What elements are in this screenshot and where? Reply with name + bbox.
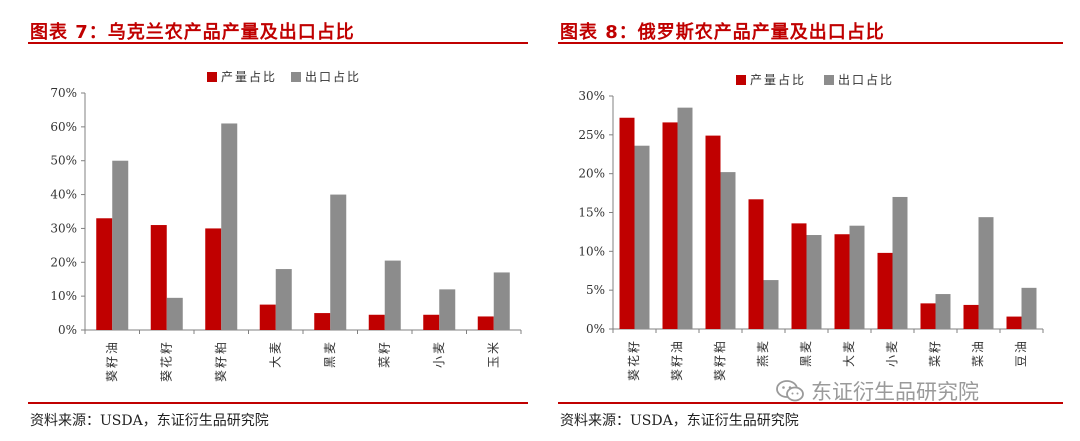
production-share-bar: [791, 223, 807, 329]
source-note: 资料来源：USDA，东证衍生品研究院: [560, 413, 799, 429]
x-category-label: 葵花籽: [158, 340, 173, 382]
right-figure-panel: 图表 8：俄罗斯农产品产量及出口占比 0% 5% 10% 15% 20% 25% 30% 葵花…: [540, 0, 1080, 441]
y-tick-label: 20%: [578, 167, 605, 181]
export-share-bar: [849, 225, 865, 329]
title-rule: [558, 42, 1063, 44]
production-share-bar: [619, 117, 635, 329]
production-share-bar: [423, 314, 440, 330]
export-share-bar: [763, 280, 779, 329]
legend-production-label: 产量占比: [750, 72, 806, 87]
y-tick-label: 15%: [578, 206, 605, 220]
x-category-label: 大麦: [842, 339, 856, 367]
x-category-label: 小麦: [432, 340, 446, 368]
production-share-bar: [205, 228, 222, 330]
production-share-bar: [963, 304, 979, 329]
export-share-bar: [439, 289, 456, 330]
y-tick-label: 0%: [586, 322, 605, 336]
legend-export-swatch: [291, 72, 301, 82]
x-category-label: 黑麦: [323, 340, 337, 368]
export-share-bar: [330, 194, 347, 330]
export-share-bar: [384, 260, 401, 330]
export-share-bar: [1021, 287, 1037, 329]
left-figure-panel: 图表 7：乌克兰农产品产量及出口占比 0% 10% 20% 30% 40% 50% 60% 7…: [28, 22, 528, 429]
x-category-label: 葵籽粕: [712, 339, 727, 381]
production-share-bar: [314, 313, 331, 330]
x-category-label: 玉米: [486, 340, 500, 368]
export-share-bar: [493, 272, 510, 330]
x-category-label: 小麦: [885, 339, 899, 367]
export-share-bar: [634, 145, 650, 329]
y-tick-label: 20%: [50, 255, 77, 269]
wechat-icon: [776, 380, 804, 402]
ukraine-bar-chart: 0% 10% 20% 30% 40% 50% 60% 70% 葵籽油 葵花籽 葵籽粕 大麦 黑麦 菜籽 小麦…: [50, 69, 522, 382]
x-category-label: 大麦: [268, 340, 282, 368]
x-category-label: 黑麦: [799, 339, 813, 367]
source-rule: [28, 402, 528, 404]
x-category-label: 葵籽粕: [213, 340, 228, 382]
export-share-bar: [935, 294, 951, 329]
legend-export-label: 出口占比: [838, 72, 894, 87]
legend-export-swatch: [824, 75, 834, 85]
legend-production-swatch: [736, 75, 746, 85]
y-tick-label: 25%: [578, 128, 605, 142]
figure-8-title: 图表 8：俄罗斯农产品产量及出口占比: [560, 22, 885, 43]
production-share-bar: [662, 122, 678, 329]
export-share-bar: [221, 123, 238, 330]
y-tick-label: 10%: [50, 289, 77, 303]
source-note: 资料来源：USDA，东证衍生品研究院: [30, 413, 269, 429]
russia-bar-chart: 0% 5% 10% 15% 20% 25% 30% 葵花籽 葵籽油 葵籽粕 燕麦 黑麦 大麦 小麦 菜籽 菜油…: [578, 72, 1044, 381]
x-category-label: 葵籽油: [670, 339, 684, 381]
production-share-bar: [150, 225, 167, 330]
export-share-bar: [806, 235, 822, 329]
y-tick-label: 5%: [586, 283, 605, 297]
export-share-bar: [166, 297, 183, 330]
y-tick-label: 40%: [50, 188, 77, 202]
source-rule: [558, 402, 1063, 404]
production-share-bar: [259, 304, 276, 330]
y-tick-label: 70%: [50, 86, 77, 100]
x-category-label: 菜籽: [928, 339, 942, 367]
legend-production-swatch: [207, 72, 217, 82]
export-share-bar: [978, 217, 994, 329]
export-share-bar: [720, 172, 736, 329]
production-share-bar: [96, 218, 113, 330]
production-share-bar: [834, 234, 850, 329]
x-category-label: 豆油: [1014, 339, 1028, 367]
x-category-label: 菜籽: [377, 340, 391, 368]
production-share-bar: [1006, 316, 1022, 329]
export-share-bar: [112, 160, 129, 330]
y-tick-label: 30%: [50, 221, 77, 235]
production-share-bar: [705, 135, 721, 329]
x-category-label: 燕麦: [756, 339, 770, 367]
production-share-bar: [368, 314, 385, 330]
export-share-bar: [892, 196, 908, 329]
watermark-text: 东证衍生品研究院: [811, 380, 979, 404]
y-tick-label: 60%: [50, 120, 77, 134]
production-share-bar: [920, 303, 936, 329]
x-category-label: 菜油: [971, 339, 985, 367]
export-share-bar: [275, 269, 292, 330]
production-share-bar: [877, 252, 893, 329]
production-share-bar: [477, 316, 494, 330]
figure-7-title: 图表 7：乌克兰农产品产量及出口占比: [30, 22, 355, 43]
legend-production-label: 产量占比: [221, 69, 277, 84]
y-tick-label: 0%: [58, 323, 77, 337]
export-share-bar: [677, 107, 693, 330]
y-tick-label: 50%: [50, 154, 77, 168]
y-tick-label: 10%: [578, 244, 605, 258]
title-rule: [28, 42, 528, 44]
x-category-label: 葵花籽: [626, 339, 641, 381]
production-share-bar: [748, 199, 764, 329]
watermark: 东证衍生品研究院: [775, 376, 979, 406]
x-category-label: 葵籽油: [105, 340, 119, 382]
legend-export-label: 出口占比: [305, 69, 361, 84]
y-tick-label: 30%: [578, 89, 605, 103]
